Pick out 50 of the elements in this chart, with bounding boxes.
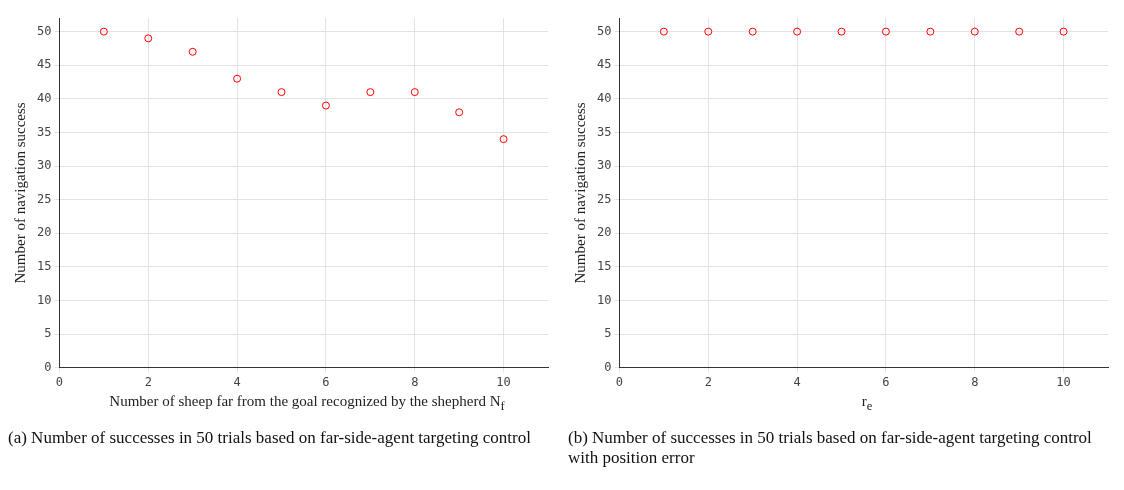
y-tick-label: 25: [597, 191, 612, 206]
x-tick-label: 10: [496, 374, 511, 389]
point: [99, 27, 108, 36]
y-tick-label: 45: [597, 57, 612, 72]
y-tick-label: 10: [37, 292, 52, 307]
text: (b) Number of successes in 50 trials based on far-side-agent targeting control with position error: [568, 428, 1093, 468]
y-tick-label: 20: [597, 225, 612, 240]
x-tick-label: 6: [322, 374, 330, 389]
y-tick-label: 0: [44, 359, 52, 374]
y-tick-label: 50: [37, 23, 52, 38]
y-tick-label: 15: [37, 258, 52, 273]
y-axis-title: Number of navigation success: [11, 102, 28, 284]
x-tick-label: 8: [411, 374, 419, 389]
point: [366, 88, 375, 97]
y-tick-label: 20: [37, 225, 52, 240]
x-axis-title: r$_{e}$: [860, 393, 874, 414]
y-tick-label: 5: [604, 326, 612, 341]
y-tick-label: 5: [44, 326, 52, 341]
x-tick-label: 4: [793, 374, 801, 389]
point: [277, 88, 286, 97]
point: [499, 135, 508, 144]
y-tick-label: 35: [597, 124, 612, 139]
y-tick-label: 10: [597, 292, 612, 307]
y-tick-label: 30: [597, 158, 612, 173]
x-tick-label: 4: [233, 374, 241, 389]
point: [455, 108, 464, 117]
y-tick-label: 45: [37, 57, 52, 72]
x-tick-label: 0: [55, 374, 64, 389]
y-tick-label: 40: [597, 90, 612, 105]
point: [233, 74, 242, 83]
y-tick-label: 25: [37, 191, 52, 206]
x-tick-label: 6: [882, 374, 890, 389]
y-axis-title: Number of navigation success: [571, 102, 588, 284]
x-axis-title: Number of sheep far from the goal recognized by the shepherd N$_{f}$: [108, 393, 506, 414]
x-tick-label: 0: [615, 374, 624, 389]
y-tick-label: 0: [604, 359, 612, 374]
x-tick-label: 2: [144, 374, 152, 389]
x-tick-label: 8: [971, 374, 979, 389]
y-tick-label: 50: [597, 23, 612, 38]
point: [144, 34, 153, 43]
point: [410, 88, 419, 97]
y-tick-label: 15: [597, 258, 612, 273]
text: (a) Number of successes in 50 trials based on far-side-agent targeting control: [8, 428, 532, 448]
x-tick-label: 10: [1056, 374, 1071, 389]
point: [321, 101, 330, 110]
y-tick-label: 35: [37, 124, 52, 139]
y-tick-label: 30: [37, 158, 52, 173]
point: [188, 47, 197, 56]
x-tick-label: 2: [704, 374, 712, 389]
y-tick-label: 40: [37, 90, 52, 105]
